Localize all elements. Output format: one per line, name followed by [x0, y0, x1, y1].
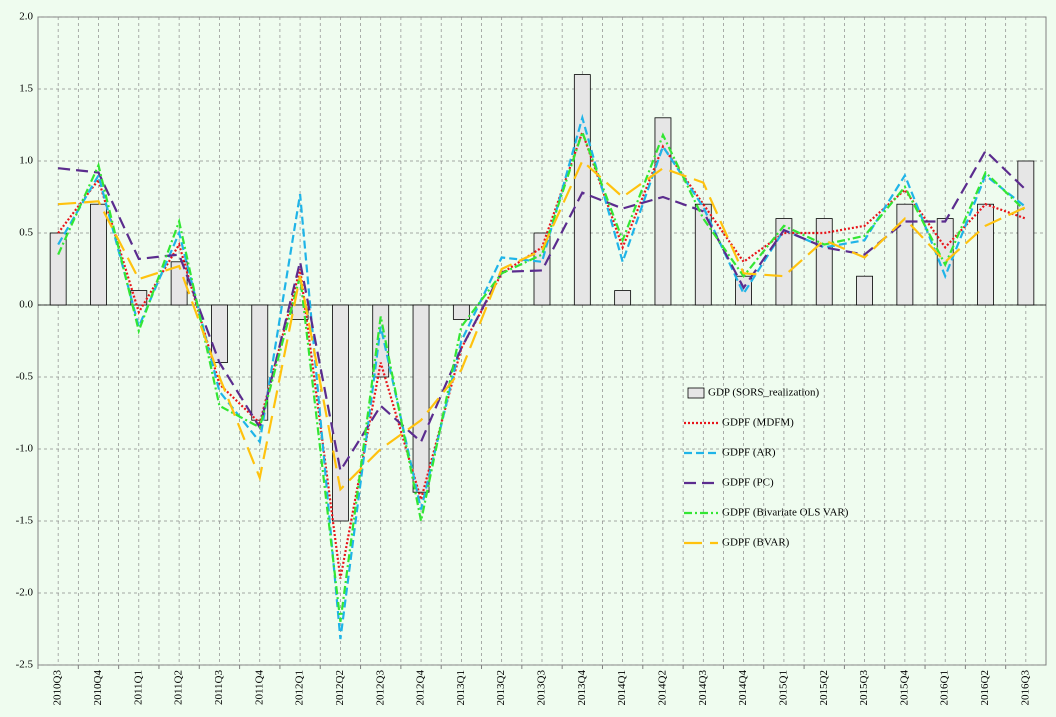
legend-label: GDPF (PC)	[722, 477, 774, 489]
series-line	[57, 128, 1027, 622]
x-tick-label: 2011Q4	[253, 670, 265, 706]
legend-label: GDPF (Bivariate OLS VAR)	[722, 507, 849, 519]
x-tick-label: 2012Q2	[334, 670, 346, 705]
bar	[694, 203, 712, 306]
x-tick-label: 2013Q1	[455, 670, 467, 705]
legend-swatch	[687, 387, 705, 399]
bar	[533, 232, 551, 306]
bar	[977, 203, 994, 306]
legend-label: GDPF (AR)	[722, 447, 776, 459]
bar	[170, 261, 188, 306]
x-tick-label: 2016Q3	[1019, 670, 1031, 706]
x-tick-label: 2014Q2	[656, 670, 668, 705]
legend-label: GDPF (BVAR)	[722, 537, 790, 549]
bar	[1017, 160, 1035, 306]
bar	[573, 74, 591, 306]
x-tick-label: 2014Q4	[737, 670, 749, 706]
x-tick-label: 2013Q2	[495, 670, 507, 705]
bar	[211, 304, 228, 363]
x-tick-label: 2013Q3	[536, 670, 548, 706]
x-tick-label: 2013Q4	[576, 670, 588, 706]
bar	[775, 218, 793, 306]
bar	[815, 218, 833, 306]
x-tick-label: 2014Q3	[697, 670, 709, 706]
series-line	[57, 128, 1027, 579]
x-tick-label: 2011Q2	[173, 670, 185, 705]
y-tick-label: -2.5	[16, 659, 34, 671]
y-tick-label: -0.5	[16, 371, 34, 383]
y-tick-label: -1.0	[16, 443, 34, 455]
x-tick-label: 2016Q2	[979, 670, 991, 705]
bar	[291, 304, 309, 320]
legend: GDP (SORS_realization) GDPF (MDFM) GDPF (A…	[684, 387, 849, 549]
legend-label: GDP (SORS_realization)	[708, 387, 819, 399]
series-line	[57, 113, 1027, 640]
y-tick-label: 2.0	[19, 11, 33, 23]
x-tick-label: 2010Q3	[52, 670, 64, 706]
x-tick-label: 2015Q2	[818, 670, 830, 705]
bar	[735, 275, 752, 306]
x-tick-label: 2012Q3	[374, 670, 386, 706]
y-tick-label: 0.0	[19, 299, 33, 311]
y-tick-label: -1.5	[16, 515, 34, 527]
y-tick-label: 1.0	[19, 155, 33, 167]
bar	[856, 275, 873, 306]
y-tick-label: 0.5	[19, 227, 33, 239]
series-line	[58, 159, 1027, 492]
bar	[412, 304, 430, 493]
x-tick-label: 2015Q3	[858, 670, 870, 706]
bar	[90, 203, 107, 306]
x-tick-label: 2016Q1	[939, 670, 951, 705]
x-tick-label: 2012Q4	[415, 670, 427, 706]
legend-label: GDPF (MDFM)	[722, 417, 794, 429]
x-tick-label: 2011Q1	[132, 670, 144, 705]
bar	[614, 290, 632, 306]
bar	[896, 203, 914, 306]
x-tick-label: 2015Q4	[898, 670, 910, 706]
x-tick-label: 2011Q3	[213, 670, 225, 706]
y-tick-label: 1.5	[19, 83, 33, 95]
y-tick-label: -2.0	[16, 587, 34, 599]
x-tick-label: 2010Q4	[92, 670, 104, 706]
bar	[452, 304, 470, 320]
x-tick-label: 2014Q1	[616, 670, 628, 705]
series-line	[58, 149, 1027, 474]
bar	[372, 304, 390, 378]
bar	[654, 117, 672, 306]
x-tick-label: 2015Q1	[777, 670, 789, 705]
x-tick-label: 2012Q1	[294, 670, 306, 705]
